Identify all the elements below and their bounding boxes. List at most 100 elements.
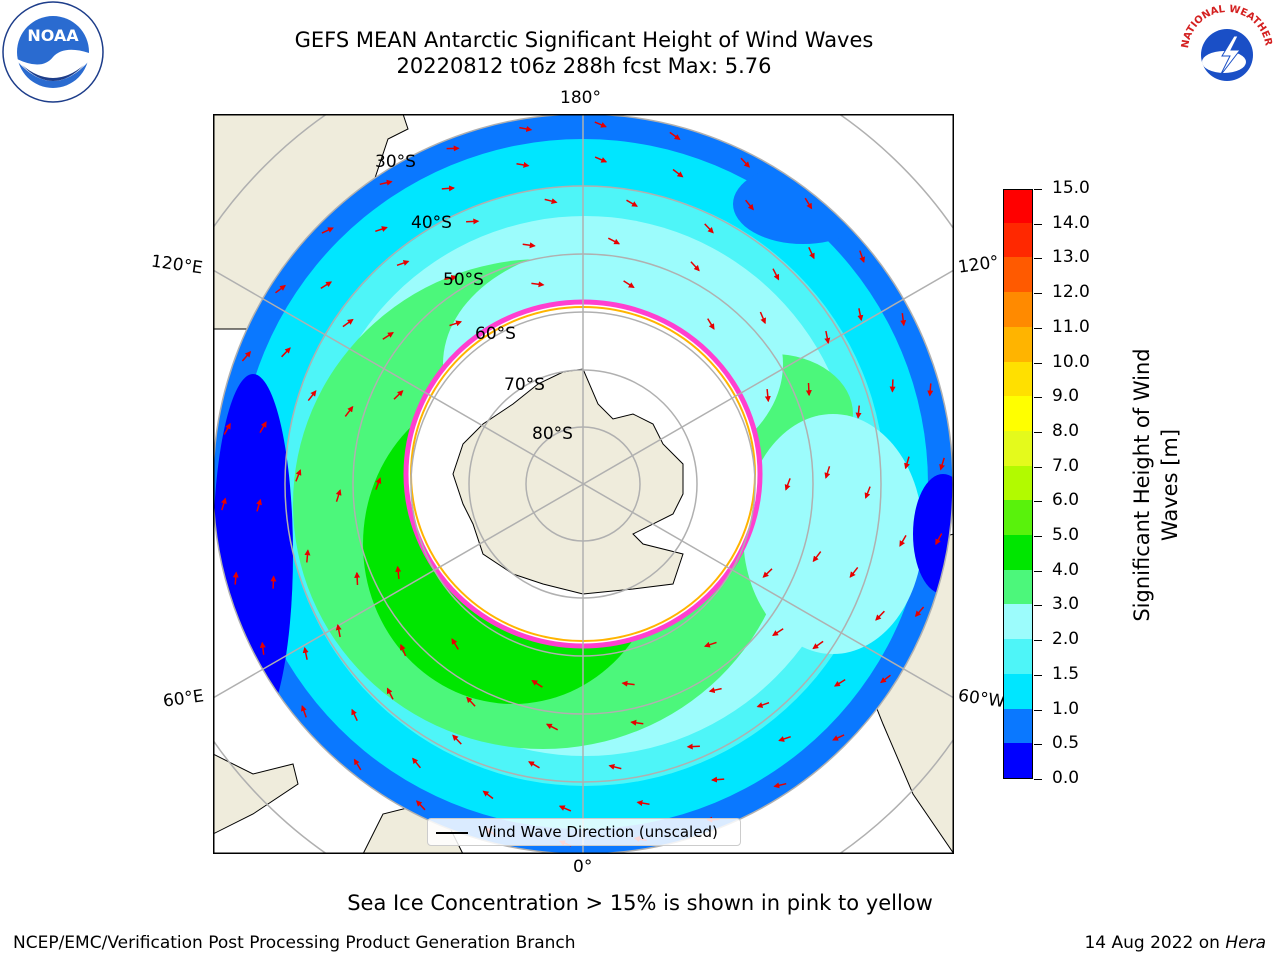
footer-credit: NCEP/EMC/Verification Post Processing Pr…: [13, 933, 576, 953]
colorbar-tick-label: 1.0: [1052, 698, 1080, 719]
lat-label-60s: 60°S: [475, 324, 516, 344]
colorbar-tick: [1034, 605, 1042, 607]
wave-direction-arrow: [669, 131, 681, 140]
colorbar: [1003, 189, 1033, 779]
wave-direction-arrow: [441, 185, 455, 192]
wave-direction-arrow: [849, 566, 859, 578]
sea-ice-note: Sea Ice Concentration > 15% is shown in …: [347, 891, 933, 915]
colorbar-segment: [1004, 326, 1032, 362]
antarctica-land: [452, 368, 684, 595]
wave-direction-arrow: [762, 568, 773, 578]
wave-direction-arrow: [393, 390, 404, 400]
wave-direction-arrow: [466, 218, 480, 225]
colorbar-tick-label: 0.0: [1052, 768, 1080, 788]
wave-direction-arrow: [545, 723, 559, 731]
colorbar-tick: [1034, 466, 1042, 468]
wave-direction-arrow: [812, 640, 824, 650]
colorbar-tick: [1034, 223, 1042, 225]
wave-direction-arrow: [415, 800, 426, 811]
colorbar-label-line2: Waves [m]: [1158, 428, 1182, 542]
wave-direction-arrow: [516, 161, 530, 168]
wave-direction-arrow: [805, 382, 812, 397]
footer-date: 14 Aug 2022 on Hera: [1084, 933, 1266, 953]
wave-direction-arrow: [354, 571, 361, 586]
wave-direction-arrow: [630, 719, 644, 726]
colorbar-tick: [1034, 397, 1042, 399]
wave-direction-arrow: [607, 237, 621, 245]
wave-direction-arrow: [466, 696, 476, 707]
colorbar-tick: [1034, 640, 1042, 642]
colorbar-segment: [1004, 708, 1032, 744]
wave-direction-arrow: [914, 606, 925, 618]
colorbar-tick: [1034, 779, 1042, 780]
legend-label: Wind Wave Direction (unscaled): [478, 823, 718, 841]
colorbar-tick-label: 6.0: [1052, 490, 1080, 511]
wave-direction-arrow: [804, 197, 813, 210]
wave-direction-arrow: [259, 641, 266, 655]
wave-direction-arrow: [707, 318, 715, 330]
wave-direction-arrow: [824, 466, 831, 479]
colorbar-tick-label: 1.5: [1052, 663, 1080, 684]
colorbar-tick-label: 12.0: [1052, 282, 1090, 303]
nws-logo: NATIONAL WEATHER SERVICE: [1176, 0, 1277, 101]
wave-direction-arrow: [335, 489, 342, 502]
wave-direction-arrow: [531, 679, 543, 688]
lon-label-60e: 60°E: [161, 686, 206, 712]
wave-direction-arrow: [772, 268, 780, 281]
wave-direction-arrow: [519, 125, 533, 132]
wave-direction-arrow: [259, 421, 267, 433]
colorbar-segment: [1004, 673, 1032, 709]
wave-direction-arrow: [256, 498, 262, 512]
wave-direction-arrow: [444, 274, 458, 281]
lon-label-0: 0°: [573, 857, 593, 877]
colorbar-tick: [1034, 501, 1042, 503]
wave-direction-arrow: [880, 674, 891, 684]
wave-direction-arrow: [386, 687, 394, 700]
wave-direction-arrow: [379, 179, 393, 186]
colorbar-segment: [1004, 569, 1032, 605]
wave-direction-arrow: [400, 643, 407, 657]
wave-direction-arrow: [344, 405, 354, 417]
lat-label-80s: 80°S: [532, 424, 573, 444]
wave-direction-arrow: [382, 332, 394, 340]
wave-direction-arrow: [900, 313, 907, 327]
wave-direction-arrow: [621, 680, 635, 687]
legend: Wind Wave Direction (unscaled): [427, 818, 741, 846]
wave-direction-arrow: [300, 704, 307, 718]
wave-direction-arrow: [353, 758, 362, 771]
colorbar-tick: [1034, 570, 1042, 572]
wave-direction-arrow: [626, 199, 638, 207]
colorbar-tick-label: 2.0: [1052, 629, 1080, 650]
wave-direction-arrow: [528, 761, 540, 769]
africa-land: [213, 753, 299, 835]
colorbar-tick: [1034, 327, 1042, 329]
polar-map: [213, 114, 954, 854]
wave-direction-arrow: [482, 790, 494, 800]
lat-label-70s: 70°S: [504, 375, 545, 395]
wave-direction-arrow: [808, 246, 815, 260]
wave-direction-arrow: [832, 734, 845, 741]
colorbar-segment: [1004, 361, 1032, 397]
colorbar-segment: [1004, 603, 1032, 640]
wave-direction-arrow: [672, 168, 684, 178]
colorbar-tick: [1034, 744, 1042, 746]
wave-direction-arrow: [395, 565, 402, 579]
wave-direction-arrow: [608, 763, 622, 770]
colorbar-tick-label: 3.0: [1052, 594, 1080, 615]
wave-direction-arrow: [594, 121, 607, 128]
lat-label-50s: 50°S: [443, 270, 484, 290]
wave-direction-arrow: [864, 486, 871, 499]
wave-direction-arrow: [859, 250, 866, 264]
wave-direction-arrow: [759, 311, 766, 325]
wave-direction-arrow: [412, 757, 421, 769]
footer-machine: Hera: [1225, 933, 1266, 953]
colorbar-label-line1: Significant Height of Wind: [1130, 348, 1154, 622]
wave-direction-arrow: [307, 390, 317, 402]
wave-direction-arrow: [812, 551, 822, 563]
wave-direction-arrow: [686, 743, 700, 750]
wave-direction-arrow: [927, 383, 934, 397]
wave-direction-arrow: [241, 350, 252, 362]
wave-direction-arrow: [740, 157, 751, 168]
wave-direction-arrow: [889, 379, 896, 393]
wave-direction-arrow: [899, 535, 907, 547]
